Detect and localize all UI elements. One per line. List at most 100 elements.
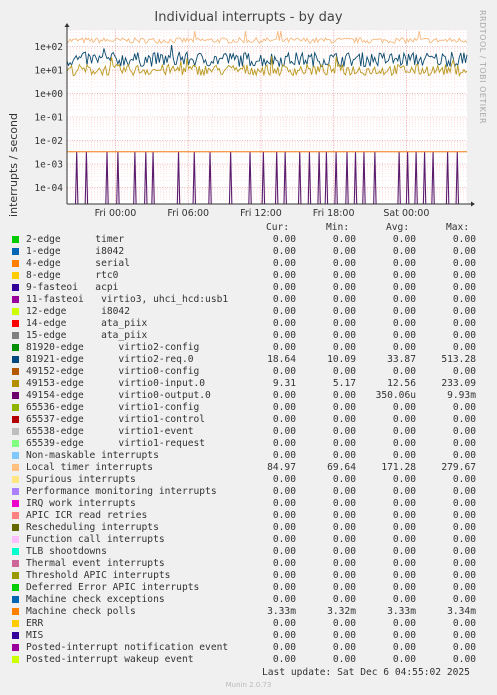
legend-row: 81920-edge virtio2-config 0.00 0.00 0.00 0.0… bbox=[12, 342, 484, 354]
legend-value-min: 0.00 bbox=[332, 546, 356, 557]
legend-label: Threshold APIC interrupts bbox=[26, 570, 171, 581]
legend-value-cur: 0.00 bbox=[272, 498, 296, 509]
legend-swatch bbox=[12, 284, 19, 291]
legend-value-min: 0.00 bbox=[332, 294, 356, 305]
legend-row: 65537-edge virtio1-control 0.00 0.00 0.00 0.… bbox=[12, 414, 484, 426]
series-line-81921-edge-virtio2-req-0 bbox=[66, 45, 468, 68]
legend-value-max: 0.00 bbox=[452, 282, 476, 293]
legend-label: 12-edge i8042 bbox=[26, 306, 130, 317]
legend-value-cur: 0.00 bbox=[272, 618, 296, 629]
legend-row: 11-fasteoi virtio3, uhci_hcd:usb1 0.00 0.0… bbox=[12, 294, 484, 306]
legend-value-max: 0.00 bbox=[452, 414, 476, 425]
legend-label: IRQ work interrupts bbox=[26, 498, 136, 509]
legend-value-max: 0.00 bbox=[452, 366, 476, 377]
legend-value-max: 9.93m bbox=[447, 390, 476, 401]
legend-value-cur: 0.00 bbox=[272, 630, 296, 641]
legend-value-min: 0.00 bbox=[332, 534, 356, 545]
legend-swatch bbox=[12, 500, 19, 507]
legend-label: Local timer interrupts bbox=[26, 462, 154, 473]
legend-value-avg: 0.00 bbox=[392, 438, 416, 449]
legend-value-min: 0.00 bbox=[332, 570, 356, 581]
legend-row: APIC ICR read retries 0.00 0.00 0.00 0.00 bbox=[12, 510, 484, 522]
legend-value-avg: 0.00 bbox=[392, 402, 416, 413]
legend-value-avg: 0.00 bbox=[392, 234, 416, 245]
legend-value-avg: 33.87 bbox=[387, 354, 416, 365]
legend-value-cur: 0.00 bbox=[272, 474, 296, 485]
legend-label: Non-maskable interrupts bbox=[26, 450, 159, 461]
legend-value-min: 0.00 bbox=[332, 558, 356, 569]
legend-swatch bbox=[12, 440, 19, 447]
legend-value-min: 0.00 bbox=[332, 270, 356, 281]
legend-value-min: 0.00 bbox=[332, 486, 356, 497]
legend-value-avg: 0.00 bbox=[392, 534, 416, 545]
legend-swatch bbox=[12, 428, 19, 435]
legend-label: Thermal event interrupts bbox=[26, 558, 165, 569]
chart-title: Individual interrupts - by day bbox=[154, 10, 343, 25]
legend-value-max: 0.00 bbox=[452, 642, 476, 653]
legend-value-min: 0.00 bbox=[332, 390, 356, 401]
legend-row: Non-maskable interrupts 0.00 0.00 0.00 0.00 bbox=[12, 450, 484, 462]
legend-value-avg: 0.00 bbox=[392, 558, 416, 569]
legend-value-max: 0.00 bbox=[452, 522, 476, 533]
legend-row: Machine check polls 3.33m 3.32m 3.33m 3.34m bbox=[12, 606, 484, 618]
legend-value-avg: 0.00 bbox=[392, 630, 416, 641]
series-line-49153-edge-virtio0-input-0 bbox=[66, 56, 468, 78]
legend-value-cur: 0.00 bbox=[272, 570, 296, 581]
legend-swatch bbox=[12, 392, 19, 399]
legend-value-max: 0.00 bbox=[452, 438, 476, 449]
legend-swatch bbox=[12, 572, 19, 579]
legend-value-max: 0.00 bbox=[452, 426, 476, 437]
legend-row: 15-edge ata_piix 0.00 0.00 0.00 0.00 bbox=[12, 330, 484, 342]
legend-value-max: 0.00 bbox=[452, 330, 476, 341]
legend-value-max: 0.00 bbox=[452, 270, 476, 281]
legend-value-min: 0.00 bbox=[332, 642, 356, 653]
legend-value-cur: 0.00 bbox=[272, 402, 296, 413]
legend-value-avg: 171.28 bbox=[381, 462, 416, 473]
legend-value-max: 0.00 bbox=[452, 546, 476, 557]
legend-value-max: 279.67 bbox=[441, 462, 476, 473]
legend-swatch bbox=[12, 368, 19, 375]
legend-value-cur: 0.00 bbox=[272, 558, 296, 569]
legend-row: Rescheduling interrupts 0.00 0.00 0.00 0.00 bbox=[12, 522, 484, 534]
legend-swatch bbox=[12, 656, 19, 663]
legend-value-cur: 9.31 bbox=[272, 378, 296, 389]
legend-swatch bbox=[12, 512, 19, 519]
legend-swatch bbox=[12, 632, 19, 639]
legend-value-avg: 0.00 bbox=[392, 450, 416, 461]
legend-value-avg: 0.00 bbox=[392, 618, 416, 629]
legend-value-avg: 0.00 bbox=[392, 282, 416, 293]
legend-swatch bbox=[12, 260, 19, 267]
legend-row: 14-edge ata_piix 0.00 0.00 0.00 0.00 bbox=[12, 318, 484, 330]
legend-value-min: 0.00 bbox=[332, 318, 356, 329]
y-tick-label: 1e-04 bbox=[34, 183, 63, 194]
legend-row: Posted-interrupt wakeup event 0.00 0.00 0.0… bbox=[12, 654, 484, 666]
legend-value-avg: 0.00 bbox=[392, 594, 416, 605]
legend-value-cur: 0.00 bbox=[272, 234, 296, 245]
legend-row: Local timer interrupts 84.97 69.64 171.28 27… bbox=[12, 462, 484, 474]
legend-label: 9-fasteoi acpi bbox=[26, 282, 119, 293]
legend-value-cur: 0.00 bbox=[272, 258, 296, 269]
rrdtool-credit: RRDTOOL / TOBI OETIKER bbox=[478, 10, 487, 125]
legend-value-min: 0.00 bbox=[332, 450, 356, 461]
x-tick-label: Sat 00:00 bbox=[383, 208, 429, 219]
legend-label: 49152-edge virtio0-config bbox=[26, 366, 200, 377]
legend-value-min: 0.00 bbox=[332, 438, 356, 449]
legend-label: TLB shootdowns bbox=[26, 546, 107, 557]
legend-value-max: 233.09 bbox=[441, 378, 476, 389]
legend-swatch bbox=[12, 644, 19, 651]
legend-label: Function call interrupts bbox=[26, 534, 165, 545]
legend-row: 65539-edge virtio1-request 0.00 0.00 0.00 0.… bbox=[12, 438, 484, 450]
legend-value-avg: 0.00 bbox=[392, 330, 416, 341]
legend-value-avg: 0.00 bbox=[392, 654, 416, 665]
legend-header-min: Min: bbox=[326, 222, 350, 233]
legend-label: 81920-edge virtio2-config bbox=[26, 342, 200, 353]
legend-swatch bbox=[12, 344, 19, 351]
legend-value-max: 0.00 bbox=[452, 318, 476, 329]
legend-value-cur: 0.00 bbox=[272, 534, 296, 545]
legend-value-min: 3.32m bbox=[327, 606, 356, 617]
legend-label: Machine check polls bbox=[26, 606, 136, 617]
legend-value-min: 0.00 bbox=[332, 366, 356, 377]
legend-row: TLB shootdowns 0.00 0.00 0.00 0.00 bbox=[12, 546, 484, 558]
legend-swatch bbox=[12, 452, 19, 459]
legend-row: 8-edge rtc0 0.00 0.00 0.00 0.00 bbox=[12, 270, 484, 282]
